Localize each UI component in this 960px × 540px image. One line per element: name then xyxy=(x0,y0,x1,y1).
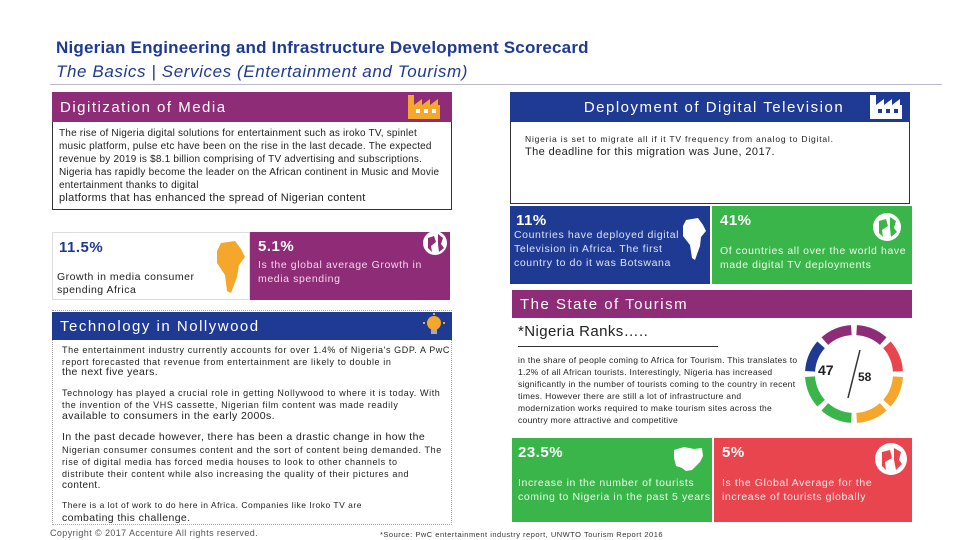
globe-icon-2 xyxy=(872,212,902,242)
globe-icon xyxy=(422,230,448,256)
ring-segment xyxy=(821,403,852,423)
dtv-heading: Deployment of Digital Television xyxy=(510,92,910,122)
ring-segment xyxy=(883,341,903,372)
ring-segment xyxy=(805,376,825,407)
tourism-heading: The State of Tourism xyxy=(512,290,912,318)
nollywood-p3-head: In the past decade however, there has be… xyxy=(62,431,426,443)
ring-segment xyxy=(883,376,903,407)
world-dtv-value: 41% xyxy=(720,212,752,229)
global-growth-text: Is the global average Growth in media sp… xyxy=(258,259,422,285)
nigeria-map-icon xyxy=(670,444,706,474)
global-growth-value: 5.1% xyxy=(258,238,295,255)
nollywood-p2: Technology has played a crucial role in … xyxy=(62,388,441,410)
lightbulb-gear-icon xyxy=(420,312,448,338)
tourism-body: in the share of people coming to Africa … xyxy=(518,355,798,425)
tourist-growth-text: Increase in the number of tourists comin… xyxy=(518,477,711,503)
digitization-heading-label: Digitization of Media xyxy=(60,98,227,116)
digitization-body: The rise of Nigeria digital solutions fo… xyxy=(59,128,440,191)
nollywood-p3: Nigerian consumer consumes content and t… xyxy=(62,445,442,479)
rank-value: 47 xyxy=(818,362,834,378)
growth-value: 11.5% xyxy=(59,239,104,256)
rank-ring xyxy=(800,320,908,428)
ranks-underline xyxy=(518,346,718,347)
copyright: Copyright © 2017 Accenture All rights re… xyxy=(50,528,259,538)
rank-total: 58 xyxy=(858,370,872,384)
factory-icon xyxy=(404,93,444,121)
digitization-body-tail: platforms that has enhanced the spread o… xyxy=(59,192,366,204)
globe-icon-3 xyxy=(874,442,908,476)
africa-dtv-text: Countries have deployed digital Televisi… xyxy=(514,229,680,269)
nollywood-p3-tail: content. xyxy=(62,480,101,491)
africa-dtv-card: 11% Countries have deployed digital Tele… xyxy=(510,206,710,284)
header-divider xyxy=(50,84,942,85)
nollywood-heading: Technology in Nollywood xyxy=(52,312,452,340)
nollywood-p1: The entertainment industry currently acc… xyxy=(62,345,451,367)
tourism-heading-label: The State of Tourism xyxy=(520,295,689,313)
global-tourist-card: 5% Is the Global Average for the increas… xyxy=(714,438,912,522)
ring-segment xyxy=(856,325,887,345)
tourist-growth-value: 23.5% xyxy=(518,444,564,461)
nollywood-p4: There is a lot of work to do here in Afr… xyxy=(62,500,362,510)
nollywood-panel xyxy=(52,310,452,525)
factory-icon-2 xyxy=(866,93,906,121)
ring-segment xyxy=(821,325,852,345)
growth-card: 11.5% Growth in media consumer spending … xyxy=(52,232,250,300)
global-growth-card: 5.1% Is the global average Growth in med… xyxy=(250,230,450,300)
africa-map-icon xyxy=(213,235,247,299)
source-note: *Source: PwC entertainment industry repo… xyxy=(380,530,664,539)
ranks-title: *Nigeria Ranks….. xyxy=(518,323,649,340)
digitization-heading: Digitization of Media xyxy=(52,92,452,122)
dtv-line1: Nigeria is set to migrate all if it TV f… xyxy=(525,134,834,144)
nollywood-p4-tail: combating this challenge. xyxy=(62,512,191,524)
world-dtv-text: Of countries all over the world have mad… xyxy=(720,245,907,271)
nollywood-p1-tail: the next five years. xyxy=(62,366,159,378)
dtv-line2: The deadline for this migration was June… xyxy=(525,146,775,158)
africa-dtv-value: 11% xyxy=(516,212,547,229)
nollywood-p2-tail: available to consumers in the early 2000… xyxy=(62,410,275,422)
dtv-heading-label: Deployment of Digital Television xyxy=(583,98,845,116)
world-dtv-card: 41% Of countries all over the world have… xyxy=(712,206,912,284)
global-tourist-value: 5% xyxy=(722,444,745,461)
growth-text: Growth in media consumer spending Africa xyxy=(57,271,195,296)
ring-segment xyxy=(805,341,825,372)
global-tourist-text: Is the Global Average for the increase o… xyxy=(722,477,873,503)
tourist-growth-card: 23.5% Increase in the number of tourists… xyxy=(512,438,712,522)
nollywood-heading-label: Technology in Nollywood xyxy=(60,317,260,335)
page-title: Nigerian Engineering and Infrastructure … xyxy=(56,38,589,57)
page-subtitle: The Basics | Services (Entertainment and… xyxy=(56,62,469,81)
ring-segment xyxy=(856,403,887,423)
africa-map-icon-2 xyxy=(680,214,708,264)
